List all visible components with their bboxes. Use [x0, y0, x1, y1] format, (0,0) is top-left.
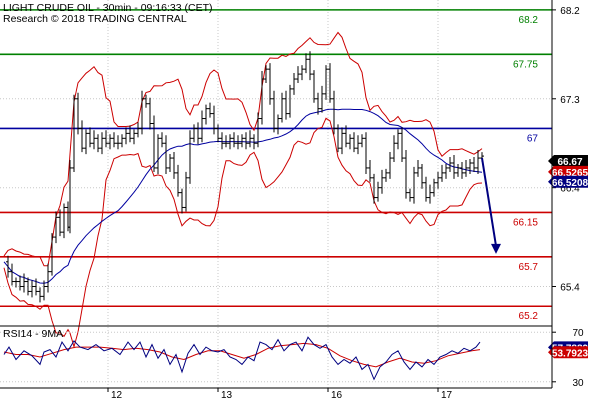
level-label: 67 — [527, 133, 539, 144]
price-badge — [548, 165, 588, 178]
rsi-badge — [548, 346, 588, 359]
chart-subtitle: Research © 2018 TRADING CENTRAL — [3, 13, 187, 25]
rsi-lines — [3, 336, 481, 381]
rsi-badge-label: 53.7923 — [552, 348, 589, 359]
level-label: 65.2 — [519, 311, 539, 322]
level-label: 68.2 — [519, 15, 539, 26]
level-label: 65.7 — [519, 262, 539, 273]
price-panel: 68.2 67.75 67 66.15 65.7 65.2 68.2 67.3 66.4 65.… — [0, 0, 589, 388]
forecast-arrow — [481, 157, 501, 254]
x-axis: 12 13 16 17 — [107, 388, 453, 400]
x-axis-label: 17 — [441, 390, 453, 400]
rsi-line — [3, 336, 481, 381]
chart-title: LIGHT CRUDE OIL - 30min - 09:16:33 (CET) — [3, 2, 212, 14]
level-label: 67.75 — [513, 59, 538, 70]
level-label: 66.15 — [513, 217, 538, 228]
price-axis-label: 66.4 — [560, 184, 580, 195]
price-bars — [6, 51, 484, 303]
price-badge-label: 66.5208 — [552, 178, 589, 189]
rsi-title: RSI14 - 9MA — [3, 328, 63, 340]
price-plot-frame — [0, 0, 552, 326]
lower-band-line — [3, 117, 483, 349]
rsi-axis-label: 70 — [572, 328, 584, 339]
price-axis-label: 68.2 — [560, 6, 580, 17]
price-badge-label: 66.5265 — [552, 168, 589, 179]
rsi-axis-label: 30 — [572, 378, 584, 389]
forecast-arrow-shaft — [481, 157, 497, 247]
rsi-y-axis: 70 30 — [552, 328, 584, 389]
price-y-axis: 68.2 67.3 66.4 65.4 — [552, 6, 580, 293]
rsi-panel: 70 30 57.788953.7923 RSI14 - 9MA — [0, 325, 589, 389]
price-levels: 68.2 67.75 67 66.15 65.7 65.2 — [0, 9, 552, 322]
x-axis-label: 16 — [331, 390, 343, 400]
price-axis-label: 67.3 — [560, 95, 580, 106]
price-badge-label: 66.67 — [557, 157, 582, 168]
price-axis-label: 65.4 — [560, 282, 580, 293]
price-badge — [548, 175, 588, 188]
rsi-gridlines — [0, 331, 552, 383]
price-badge — [548, 155, 588, 168]
rsi-badges: 57.788953.7923 — [548, 341, 589, 359]
x-axis-label: 13 — [221, 390, 233, 400]
upper-band-line — [3, 31, 483, 267]
forecast-arrow-head — [491, 243, 501, 254]
rsi-ma-line — [3, 342, 481, 368]
x-axis-label: 12 — [111, 390, 123, 400]
